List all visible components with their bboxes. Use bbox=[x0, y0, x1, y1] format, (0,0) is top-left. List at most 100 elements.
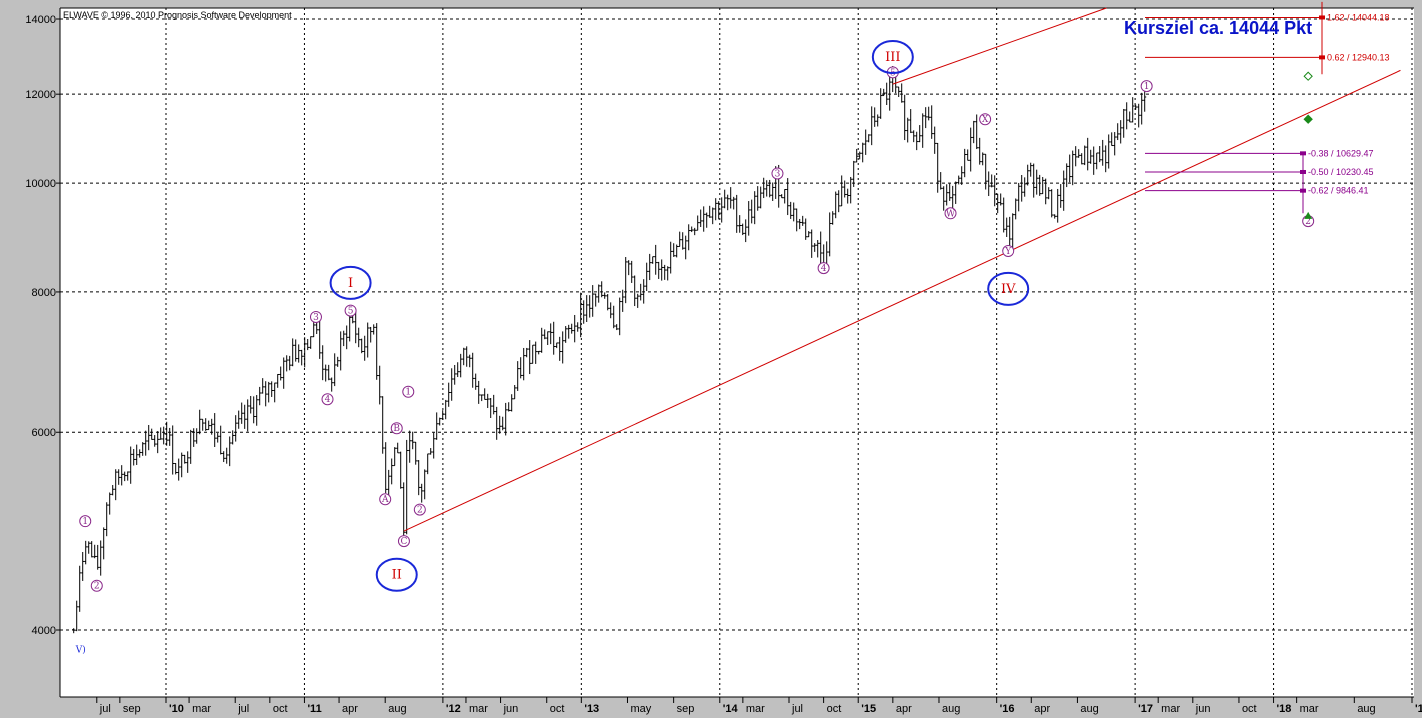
x-tick-label: oct bbox=[827, 703, 842, 715]
wave-label: V) bbox=[75, 645, 86, 656]
price-bar bbox=[975, 114, 979, 150]
price-bar bbox=[693, 227, 697, 236]
price-bar bbox=[1077, 149, 1081, 158]
price-bar bbox=[675, 244, 679, 258]
price-bar bbox=[900, 83, 904, 103]
svg-text:W: W bbox=[946, 209, 956, 219]
price-bar bbox=[852, 160, 856, 187]
svg-text:III: III bbox=[885, 50, 900, 65]
svg-text:1: 1 bbox=[405, 388, 411, 398]
y-tick-label: 12000 bbox=[25, 89, 56, 101]
price-bar bbox=[180, 452, 184, 478]
price-bar bbox=[459, 353, 463, 378]
price-bar bbox=[1062, 170, 1066, 211]
price-bar bbox=[696, 215, 700, 231]
price-bar bbox=[75, 600, 79, 632]
price-bar bbox=[327, 364, 331, 381]
price-bar bbox=[717, 201, 721, 220]
price-bar bbox=[690, 226, 694, 233]
wave-label: 3 bbox=[309, 310, 322, 323]
price-bar bbox=[978, 137, 982, 165]
price-bar bbox=[291, 338, 295, 367]
price-bar bbox=[423, 469, 427, 500]
price-bar bbox=[114, 469, 118, 501]
price-bar bbox=[1005, 217, 1009, 237]
price-bar bbox=[663, 264, 667, 280]
price-bar bbox=[948, 183, 952, 201]
price-bar bbox=[669, 241, 673, 274]
price-bar bbox=[216, 433, 220, 443]
price-bar bbox=[630, 260, 634, 283]
price-bar bbox=[813, 243, 817, 252]
price-bar bbox=[864, 129, 868, 155]
price-bar bbox=[510, 394, 514, 412]
price-bar bbox=[660, 259, 664, 281]
price-bar bbox=[1086, 137, 1090, 171]
price-bar bbox=[237, 410, 241, 429]
price-bar bbox=[1131, 97, 1135, 123]
price-bar bbox=[840, 175, 844, 207]
price-bar bbox=[1029, 162, 1033, 177]
price-bar bbox=[384, 442, 388, 494]
x-tick-label: sep bbox=[123, 703, 141, 715]
price-bar bbox=[489, 398, 493, 419]
price-bar bbox=[612, 305, 616, 329]
wave-label: B bbox=[390, 422, 403, 435]
price-bar bbox=[657, 261, 661, 279]
svg-text:2: 2 bbox=[94, 582, 100, 592]
price-bar bbox=[732, 196, 736, 210]
price-bar bbox=[96, 544, 100, 570]
price-bar bbox=[1002, 197, 1006, 233]
price-bar bbox=[201, 418, 205, 431]
svg-text:C: C bbox=[401, 537, 408, 547]
price-bar bbox=[150, 428, 154, 440]
price-bar bbox=[258, 386, 262, 406]
price-bar bbox=[318, 320, 322, 359]
price-bar bbox=[783, 189, 787, 204]
price-bar bbox=[1128, 111, 1132, 123]
price-bar bbox=[1059, 184, 1063, 208]
price-bar bbox=[927, 106, 931, 121]
price-bar bbox=[555, 342, 559, 349]
wave-label: 4 bbox=[817, 262, 830, 275]
price-bar bbox=[177, 458, 181, 481]
price-bar bbox=[465, 346, 469, 367]
price-bar bbox=[564, 326, 568, 343]
price-bar bbox=[699, 209, 703, 228]
price-bar bbox=[609, 302, 613, 319]
price-bar bbox=[492, 394, 496, 415]
price-bar bbox=[1140, 92, 1144, 125]
wave-label: 1 bbox=[1140, 80, 1153, 93]
price-bar bbox=[321, 345, 325, 381]
price-bar bbox=[861, 142, 865, 163]
price-bar bbox=[645, 262, 649, 292]
price-bar bbox=[1017, 182, 1021, 212]
price-bar bbox=[378, 365, 382, 405]
wave-label: X bbox=[979, 113, 992, 126]
svg-text:2: 2 bbox=[417, 506, 423, 516]
price-bar bbox=[162, 426, 166, 445]
price-bar bbox=[687, 224, 691, 251]
price-bar bbox=[303, 337, 307, 368]
x-tick-label: apr bbox=[342, 703, 358, 715]
price-bar bbox=[576, 322, 580, 332]
price-bar bbox=[348, 313, 352, 342]
svg-text:I: I bbox=[348, 276, 353, 291]
wave-label: Y bbox=[1002, 245, 1015, 258]
price-bar bbox=[315, 321, 319, 335]
wave-label: 3 bbox=[771, 167, 784, 180]
price-bar bbox=[1023, 177, 1027, 197]
price-bar bbox=[654, 244, 658, 275]
price-bar bbox=[1104, 145, 1108, 173]
x-tick-label: '10 bbox=[169, 703, 184, 715]
price-bar bbox=[987, 171, 991, 197]
price-bar bbox=[165, 421, 169, 446]
price-bar bbox=[795, 208, 799, 232]
price-bar bbox=[621, 289, 625, 312]
price-bar bbox=[183, 454, 187, 464]
price-bar bbox=[450, 368, 454, 401]
price-bar bbox=[408, 430, 412, 463]
price-bar bbox=[72, 628, 76, 634]
price-bar bbox=[102, 527, 106, 560]
